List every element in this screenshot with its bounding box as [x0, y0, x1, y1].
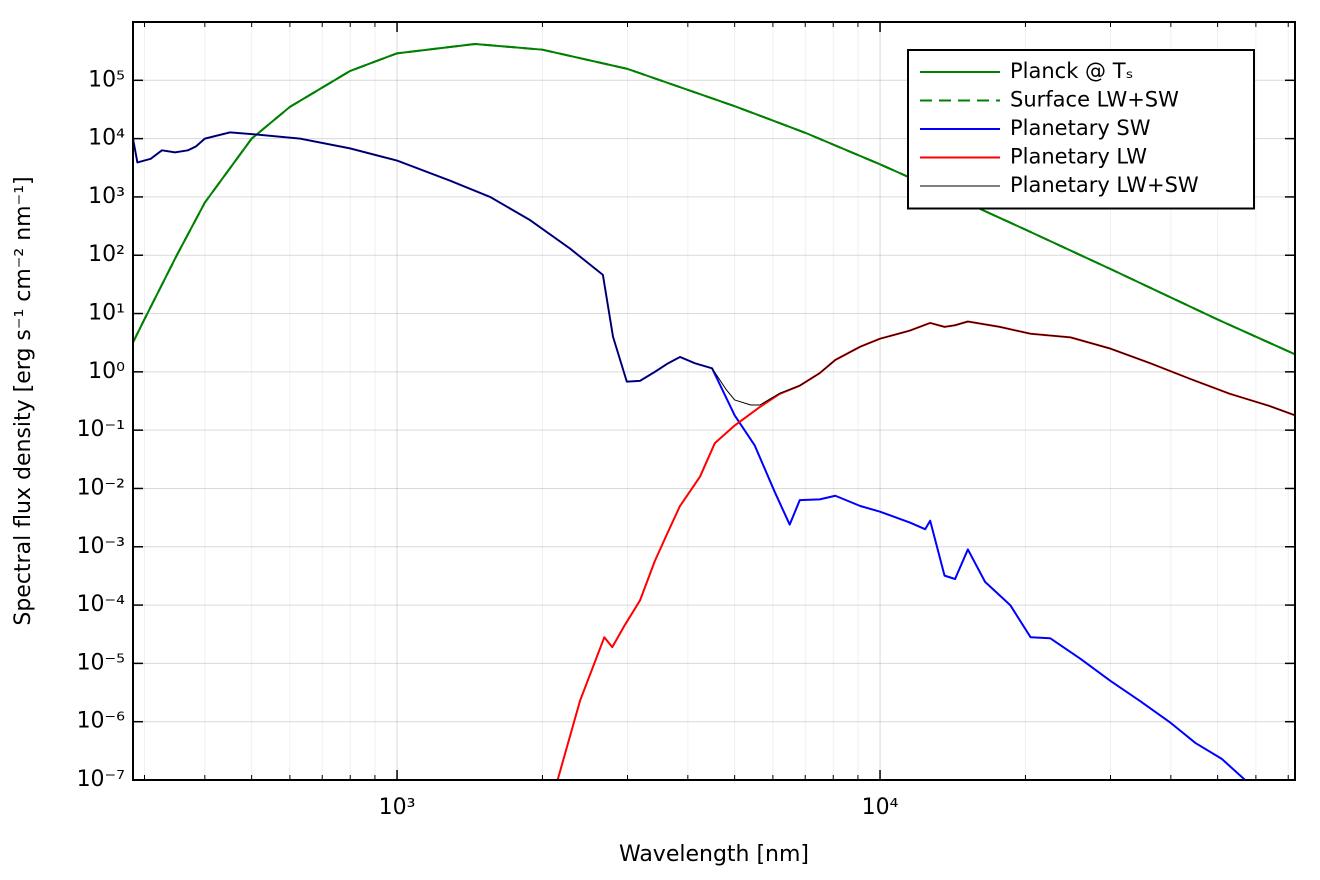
- y-tick-label: 10⁴: [88, 126, 125, 151]
- series-line: [133, 42, 1295, 356]
- legend-label: Planck @ Tₛ: [1010, 59, 1133, 83]
- y-tick-label: 10⁻⁵: [77, 650, 125, 675]
- y-axis-label: Spectral flux density [erg s⁻¹ cm⁻² nm⁻¹…: [11, 176, 36, 625]
- y-tick-label: 10³: [88, 184, 125, 209]
- x-axis-label: Wavelength [nm]: [619, 842, 809, 867]
- legend-label: Planetary SW: [1010, 116, 1151, 140]
- y-tick-label: 10⁻²: [77, 475, 125, 500]
- legend: Planck @ Tₛ Surface LW+SW Planetary SW Plan…: [907, 49, 1255, 210]
- plot-lines: [133, 42, 1295, 780]
- y-tick-label: 10⁻⁷: [77, 767, 125, 792]
- x-tick-label: 10⁴: [862, 795, 899, 820]
- series-line: [133, 131, 1295, 416]
- series-line: [133, 131, 1246, 780]
- y-tick-label: 10²: [88, 242, 125, 267]
- ticks: 10³ 10⁴ 10⁻⁷ 10⁻⁶ 10⁻⁵ 10⁻⁴ 10⁻³ 10⁻² 10⁻¹ 10⁰ 10¹…: [77, 22, 1295, 820]
- y-tick-label: 10⁻⁴: [77, 592, 126, 617]
- legend-label: Planetary LW: [1010, 145, 1147, 169]
- legend-label: Surface LW+SW: [1010, 88, 1179, 112]
- y-tick-label: 10⁻¹: [77, 417, 125, 442]
- series-line: [556, 320, 1295, 780]
- y-tick-label: 10¹: [88, 301, 125, 326]
- legend-label: Planetary LW+SW: [1010, 173, 1199, 197]
- y-tick-label: 10⁵: [88, 67, 125, 92]
- y-tick-label: 10⁻⁶: [77, 709, 126, 734]
- y-tick-label: 10⁰: [88, 359, 125, 384]
- y-tick-label: 10⁻³: [77, 534, 125, 559]
- plot-frame: [132, 21, 1296, 781]
- x-tick-label: 10³: [379, 795, 416, 820]
